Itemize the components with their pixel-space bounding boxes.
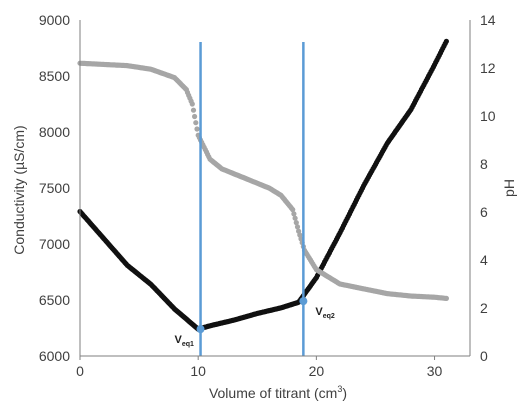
equivalence-label-2: Veq2 bbox=[315, 306, 335, 320]
y-tick-label: 6000 bbox=[39, 348, 70, 364]
data-point bbox=[292, 215, 298, 221]
x-axis-title-sup: 3 bbox=[337, 384, 342, 394]
y-tick-label: 6500 bbox=[39, 292, 70, 308]
data-point bbox=[189, 101, 195, 107]
data-point bbox=[291, 211, 297, 217]
y2-tick-label: 0 bbox=[480, 348, 488, 364]
y2-tick-label: 10 bbox=[480, 108, 496, 124]
y-tick-label: 7000 bbox=[39, 236, 70, 252]
equivalence-label-sub: eq1 bbox=[182, 341, 194, 348]
ticks-layer: 0 10 20 30 6000 6500 7000 7500 8000 8500 9000 0 2 4 6 8… bbox=[39, 12, 496, 379]
data-point bbox=[293, 220, 299, 226]
y-tick-label: 9000 bbox=[39, 12, 70, 28]
y2-tick-label: 12 bbox=[480, 60, 496, 76]
data-point bbox=[443, 295, 449, 301]
x-axis-title-main: Volume of titrant (cm bbox=[209, 385, 337, 401]
equivalence-marker-2 bbox=[299, 297, 308, 306]
data-point bbox=[294, 224, 301, 230]
y-tick-label: 8500 bbox=[39, 68, 70, 84]
y2-tick-label: 6 bbox=[480, 204, 488, 220]
data-point bbox=[297, 232, 303, 238]
x-axis-title-suffix: ) bbox=[342, 385, 347, 401]
data-point bbox=[192, 113, 198, 120]
equivalence-label-sub: eq2 bbox=[323, 313, 335, 320]
y-axis-title: Conductivity (µS/cm) bbox=[11, 125, 27, 254]
data-point bbox=[443, 38, 449, 44]
x-tick-label: 10 bbox=[190, 363, 206, 379]
x-tick-label: 30 bbox=[427, 363, 443, 379]
equivalence-label-main: V bbox=[315, 306, 323, 318]
series-ph bbox=[77, 60, 449, 301]
data-point bbox=[193, 120, 199, 126]
data-point bbox=[190, 107, 197, 113]
y-tick-label: 8000 bbox=[39, 124, 70, 140]
y-tick-label: 7500 bbox=[39, 180, 70, 196]
x-tick-label: 0 bbox=[76, 363, 84, 379]
x-axis-title: Volume of titrant (cm3) bbox=[209, 384, 347, 401]
y2-tick-label: 2 bbox=[480, 300, 488, 316]
y2-axis-title: pH bbox=[501, 179, 517, 197]
x-tick-label: 20 bbox=[309, 363, 325, 379]
equivalence-marker-1 bbox=[196, 325, 205, 334]
equivalence-label-1: Veq1 bbox=[175, 334, 195, 348]
data-point bbox=[194, 126, 200, 132]
y2-tick-label: 4 bbox=[480, 252, 488, 268]
series-layer bbox=[77, 38, 449, 332]
equivalence-label-main: V bbox=[175, 334, 183, 346]
data-point bbox=[290, 207, 296, 213]
y2-tick-label: 8 bbox=[480, 156, 488, 172]
y2-tick-label: 14 bbox=[480, 12, 496, 28]
axes-layer bbox=[79, 20, 471, 357]
